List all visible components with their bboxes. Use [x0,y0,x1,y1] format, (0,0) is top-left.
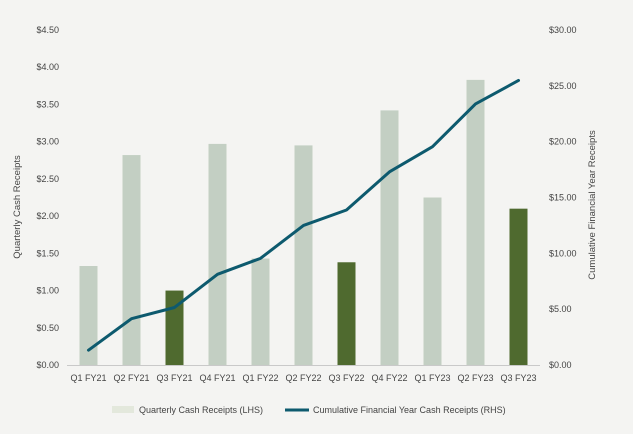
y-left-tick-label: $3.00 [36,137,59,147]
line-series [87,78,520,352]
y-left-tick-label: $1.00 [36,286,59,296]
y-left-tick-label: $4.50 [36,25,59,35]
x-tick-label: Q2 FY23 [457,373,493,383]
cumulative-line [87,78,520,352]
y-right-tick-label: $30.00 [549,25,577,35]
y-left-tick-label: $3.50 [36,99,59,109]
y-axis-right-ticks: $0.00 $5.00 $10.00 $15.00 $20.00 $25.00 $30.00 [549,25,577,370]
y-right-tick-label: $25.00 [549,81,577,91]
x-tick-label: Q2 FY22 [285,373,321,383]
x-tick-label: Q1 FY21 [70,373,106,383]
y-right-tick-label: $10.00 [549,248,577,258]
x-axis-ticks: Q1 FY21 Q2 FY21 Q3 FY21 Q4 FY21 Q1 FY22 Q2 FY… [70,373,536,383]
x-tick-label: Q4 FY22 [371,373,407,383]
y-left-tick-label: $1.50 [36,248,59,258]
bar-q3-fy23 [509,208,528,365]
legend: Quarterly Cash Receipts (LHS) Cumulative… [112,405,506,415]
bar-q2-fy22 [294,145,313,365]
x-tick-label: Q3 FY21 [156,373,192,383]
bar-q3-fy22 [337,262,356,365]
y-right-tick-label: $20.00 [549,137,577,147]
x-tick-label: Q3 FY22 [328,373,364,383]
y-left-tick-label: $0.00 [36,360,59,370]
x-tick-label: Q2 FY21 [113,373,149,383]
x-tick-label: Q4 FY21 [199,373,235,383]
bar-q2-fy21 [122,155,141,365]
bar-q1-fy21 [79,265,98,365]
bar-q4-fy21 [208,143,227,365]
y-axis-right-title: Cumulative Financial Year Receipts [587,130,598,280]
legend-label-line: Cumulative Financial Year Cash Receipts … [313,405,506,415]
y-left-tick-label: $4.00 [36,62,59,72]
bar-q2-fy23 [466,79,485,365]
x-tick-label: Q1 FY22 [242,373,278,383]
y-axis-left-ticks: $0.00 $0.50 $1.00 $1.50 $2.00 $2.50 $3.00 $3.50… [36,25,59,370]
bar-q1-fy22 [251,258,270,365]
y-axis-left-title: Quarterly Cash Receipts [12,155,23,259]
bar-q1-fy23 [423,197,442,365]
y-left-tick-label: $2.50 [36,174,59,184]
bar-series [79,79,528,366]
x-tick-label: Q1 FY23 [414,373,450,383]
y-left-tick-label: $2.00 [36,211,59,221]
y-left-tick-label: $0.50 [36,323,59,333]
legend-label-bars: Quarterly Cash Receipts (LHS) [139,405,263,415]
y-right-tick-label: $15.00 [549,193,577,203]
legend-swatch-bars [112,406,134,413]
y-right-tick-label: $0.00 [549,360,572,370]
bar-q4-fy22 [380,110,399,366]
x-tick-label: Q3 FY23 [500,373,536,383]
y-right-tick-label: $5.00 [549,304,572,314]
